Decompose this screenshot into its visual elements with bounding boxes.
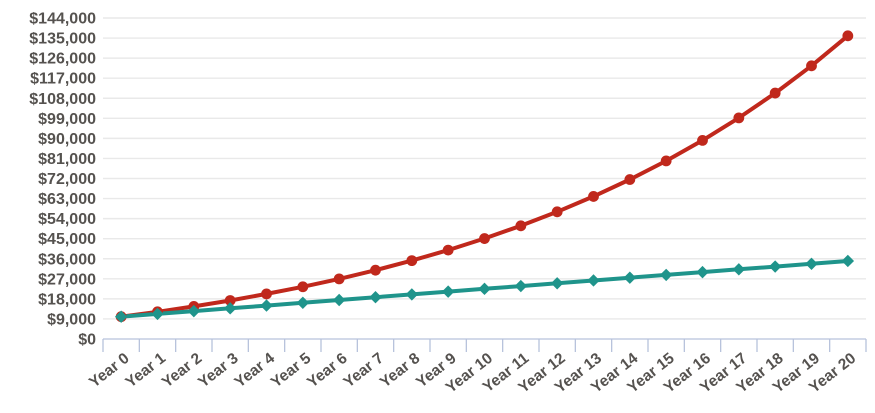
data-point-compound-growth-red-year-11 bbox=[515, 220, 527, 232]
data-point-compound-growth-red-year-14 bbox=[624, 174, 636, 185]
data-point-compound-growth-red-year-4 bbox=[261, 288, 272, 300]
x-axis-label: Year 3 bbox=[195, 350, 242, 392]
data-point-linear-savings-teal-year-19 bbox=[805, 257, 818, 270]
series-markers-linear-savings-teal bbox=[114, 254, 855, 323]
x-axis-label: Year 8 bbox=[377, 350, 424, 392]
data-point-compound-growth-red-year-6 bbox=[333, 273, 345, 285]
data-point-compound-growth-red-year-8 bbox=[406, 255, 418, 267]
x-axis-label: Year 2 bbox=[159, 350, 205, 392]
data-point-compound-growth-red-year-13 bbox=[588, 191, 599, 202]
data-point-compound-growth-red-year-17 bbox=[733, 112, 745, 124]
data-point-linear-savings-teal-year-4 bbox=[260, 299, 273, 312]
data-point-linear-savings-teal-year-17 bbox=[732, 263, 746, 276]
data-point-compound-growth-red-year-15 bbox=[660, 155, 672, 167]
data-point-compound-growth-red-year-3 bbox=[224, 295, 236, 306]
data-point-linear-savings-teal-year-3 bbox=[223, 302, 237, 315]
y-axis-label: $108,000 bbox=[29, 91, 96, 108]
data-point-linear-savings-teal-year-16 bbox=[696, 265, 709, 279]
x-axis-label: Year 4 bbox=[231, 350, 278, 392]
y-axis-label: $72,000 bbox=[38, 171, 96, 188]
y-axis-label: $117,000 bbox=[30, 71, 96, 88]
data-point-linear-savings-teal-year-6 bbox=[332, 293, 346, 307]
data-point-linear-savings-teal-year-15 bbox=[659, 268, 673, 282]
x-axis-label: Year 5 bbox=[268, 350, 315, 392]
data-point-compound-growth-red-year-7 bbox=[370, 264, 381, 276]
data-point-compound-growth-red-year-20 bbox=[842, 30, 854, 42]
x-axis-label: Year 1 bbox=[122, 350, 169, 392]
data-point-linear-savings-teal-year-20 bbox=[841, 254, 855, 268]
x-axis-label: Year 7 bbox=[340, 350, 386, 392]
data-point-linear-savings-teal-year-8 bbox=[405, 288, 419, 301]
y-axis-label: $45,000 bbox=[38, 231, 96, 248]
y-axis-label: $144,000 bbox=[29, 11, 96, 28]
data-point-linear-savings-teal-year-18 bbox=[768, 260, 782, 273]
data-point-linear-savings-teal-year-9 bbox=[441, 285, 455, 298]
y-axis-label: $63,000 bbox=[38, 191, 96, 208]
y-axis-label: $9,000 bbox=[47, 311, 96, 328]
data-point-linear-savings-teal-year-2 bbox=[187, 304, 201, 318]
data-point-linear-savings-teal-year-1 bbox=[151, 307, 164, 321]
y-axis-label: $81,000 bbox=[38, 151, 96, 168]
series-markers-compound-growth-red bbox=[115, 30, 854, 323]
data-point-compound-growth-red-year-10 bbox=[479, 233, 490, 244]
data-point-linear-savings-teal-year-13 bbox=[587, 274, 600, 287]
y-axis-label: $54,000 bbox=[38, 211, 96, 228]
data-point-linear-savings-teal-year-7 bbox=[369, 291, 382, 304]
data-point-compound-growth-red-year-18 bbox=[769, 87, 781, 99]
data-point-linear-savings-teal-year-14 bbox=[623, 271, 637, 284]
y-axis-label: $90,000 bbox=[38, 131, 96, 148]
data-point-linear-savings-teal-year-5 bbox=[296, 296, 310, 309]
data-point-compound-growth-red-year-19 bbox=[806, 60, 817, 72]
x-axis-label: Year 6 bbox=[304, 350, 351, 392]
data-point-compound-growth-red-year-16 bbox=[697, 135, 708, 146]
y-axis-label: $36,000 bbox=[38, 251, 96, 268]
data-point-compound-growth-red-year-5 bbox=[297, 281, 309, 293]
data-point-compound-growth-red-year-12 bbox=[551, 206, 563, 218]
y-axis-label: $0 bbox=[78, 332, 96, 349]
y-axis-label: $99,000 bbox=[38, 111, 96, 128]
data-point-linear-savings-teal-year-10 bbox=[478, 282, 491, 296]
y-axis-label: $18,000 bbox=[38, 291, 96, 308]
data-point-linear-savings-teal-year-12 bbox=[550, 277, 564, 290]
y-axis-label: $27,000 bbox=[38, 271, 96, 288]
y-axis-label: $126,000 bbox=[29, 51, 96, 68]
data-point-linear-savings-teal-year-0 bbox=[114, 310, 128, 323]
data-point-linear-savings-teal-year-11 bbox=[514, 279, 528, 293]
data-point-compound-growth-red-year-9 bbox=[442, 244, 454, 256]
y-axis-label: $135,000 bbox=[29, 31, 96, 48]
x-axis-label: Year 0 bbox=[86, 350, 132, 392]
